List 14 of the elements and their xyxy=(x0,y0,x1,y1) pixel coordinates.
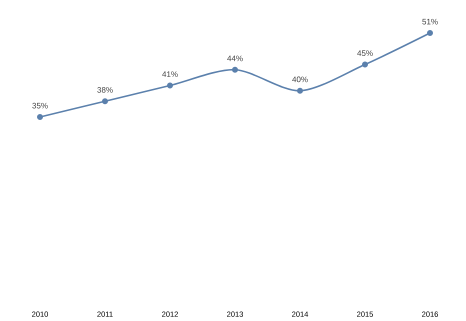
data-label: 45% xyxy=(357,50,373,56)
data-label: 51% xyxy=(422,18,438,24)
point xyxy=(37,114,43,120)
point xyxy=(102,98,108,104)
data-label: 44% xyxy=(227,56,243,62)
data-label: 41% xyxy=(162,71,178,77)
point xyxy=(427,30,434,36)
data-label: 38% xyxy=(97,87,113,93)
data-label: 35% xyxy=(32,102,48,108)
data-label: 40% xyxy=(292,76,308,82)
point xyxy=(297,88,304,94)
point xyxy=(167,82,174,88)
point xyxy=(362,62,368,68)
point xyxy=(232,66,238,73)
